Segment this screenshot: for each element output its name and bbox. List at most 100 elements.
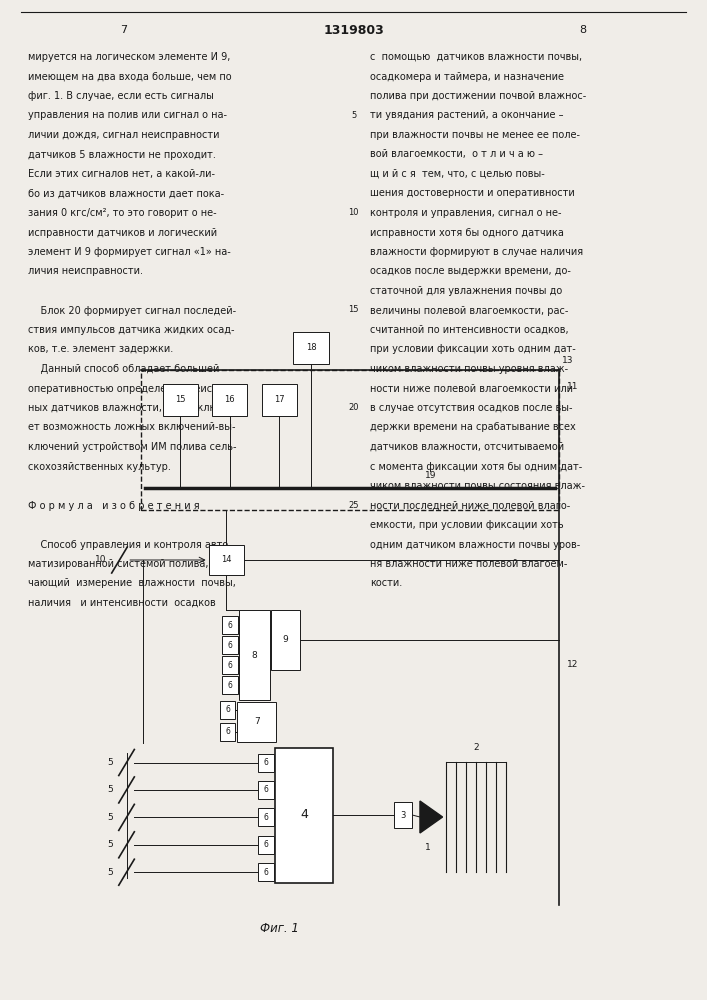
Text: матизированной системой полива, вклю-: матизированной системой полива, вклю- <box>28 559 241 569</box>
Text: 9: 9 <box>283 636 288 645</box>
Text: влажности формируют в случае наличия: влажности формируют в случае наличия <box>370 247 583 257</box>
Text: ключений устройством ИМ полива сель-: ключений устройством ИМ полива сель- <box>28 442 237 452</box>
Bar <box>275 748 333 882</box>
Text: 10: 10 <box>95 556 106 564</box>
Text: Данный способ обладает большей: Данный способ обладает большей <box>28 364 220 374</box>
Text: с  помощью  датчиков влажности почвы,: с помощью датчиков влажности почвы, <box>370 52 582 62</box>
Text: 6: 6 <box>264 868 268 877</box>
Text: 25: 25 <box>349 501 358 510</box>
Text: ствия импульсов датчика жидких осад-: ствия импульсов датчика жидких осад- <box>28 325 235 335</box>
Text: шения достоверности и оперативности: шения достоверности и оперативности <box>370 188 575 198</box>
Text: 2: 2 <box>473 743 479 752</box>
Text: 7: 7 <box>254 718 259 726</box>
Text: емкости, при условии фиксации хоть: емкости, при условии фиксации хоть <box>370 520 563 530</box>
Text: держки времени на срабатывание всех: держки времени на срабатывание всех <box>370 422 575 432</box>
Text: 20: 20 <box>349 403 358 412</box>
Text: величины полевой влагоемкости, рас-: величины полевой влагоемкости, рас- <box>370 306 568 316</box>
Text: управления на полив или сигнал о на-: управления на полив или сигнал о на- <box>28 110 227 120</box>
Bar <box>163 384 198 416</box>
Text: щ и й с я  тем, что, с целью повы-: щ и й с я тем, что, с целью повы- <box>370 169 544 179</box>
Bar <box>141 370 559 510</box>
Text: 1: 1 <box>425 843 431 852</box>
Text: фиг. 1. В случае, если есть сигналы: фиг. 1. В случае, если есть сигналы <box>28 91 214 101</box>
Text: 8: 8 <box>580 25 587 35</box>
Text: мируется на логическом элементе И 9,: мируется на логическом элементе И 9, <box>28 52 230 62</box>
Text: 6: 6 <box>228 681 232 690</box>
Text: вой влагоемкости,  о т л и ч а ю –: вой влагоемкости, о т л и ч а ю – <box>370 149 543 159</box>
Bar <box>209 545 244 575</box>
Text: осадкомера и таймера, и назначение: осадкомера и таймера, и назначение <box>370 72 563 82</box>
Bar <box>222 616 238 634</box>
Text: 11: 11 <box>567 382 578 391</box>
Bar <box>258 808 274 826</box>
Polygon shape <box>420 801 443 833</box>
Text: датчиков влажности, отсчитываемой: датчиков влажности, отсчитываемой <box>370 442 564 452</box>
Text: 5: 5 <box>107 840 113 849</box>
Text: личия неисправности.: личия неисправности. <box>28 266 144 276</box>
Text: в случае отсутствия осадков после вы-: в случае отсутствия осадков после вы- <box>370 403 572 413</box>
Text: ков, т.е. элемент задержки.: ков, т.е. элемент задержки. <box>28 344 173 355</box>
Text: 13: 13 <box>562 356 573 365</box>
Bar <box>222 636 238 654</box>
Bar <box>237 702 276 742</box>
Text: контроля и управления, сигнал о не-: контроля и управления, сигнал о не- <box>370 208 561 218</box>
Text: чиком влажности почвы состояния влаж-: чиком влажности почвы состояния влаж- <box>370 481 585 491</box>
Text: ности последней ниже полевой влаго-: ности последней ниже полевой влаго- <box>370 501 570 511</box>
Bar <box>262 384 297 416</box>
Text: 6: 6 <box>228 641 232 650</box>
Text: наличия   и интенсивности  осадков: наличия и интенсивности осадков <box>28 598 216 608</box>
Text: ти увядания растений, а окончание –: ти увядания растений, а окончание – <box>370 110 563 120</box>
Text: зания 0 кгс/см², то это говорит о не-: зания 0 кгс/см², то это говорит о не- <box>28 208 217 218</box>
Text: 12: 12 <box>567 660 578 669</box>
Text: 6: 6 <box>228 620 232 630</box>
Bar <box>258 754 274 772</box>
Bar <box>394 802 412 828</box>
Bar <box>212 384 247 416</box>
Text: 6: 6 <box>228 661 232 670</box>
Bar <box>271 610 300 670</box>
Text: 19: 19 <box>425 471 436 480</box>
Text: ности ниже полевой влагоемкости или: ности ниже полевой влагоемкости или <box>370 383 573 393</box>
Text: считанной по интенсивности осадков,: считанной по интенсивности осадков, <box>370 325 568 335</box>
Bar <box>220 723 235 741</box>
Bar <box>239 610 270 700</box>
Text: 6: 6 <box>264 840 268 849</box>
Bar <box>258 863 274 881</box>
Text: 10: 10 <box>349 208 358 217</box>
Text: осадков после выдержки времени, до-: осадков после выдержки времени, до- <box>370 266 571 276</box>
Text: 15: 15 <box>175 395 185 404</box>
Text: 5: 5 <box>107 785 113 794</box>
Text: 5: 5 <box>107 813 113 822</box>
Text: 5: 5 <box>351 110 356 119</box>
Bar <box>222 676 238 694</box>
Text: с момента фиксации хотя бы одним дат-: с момента фиксации хотя бы одним дат- <box>370 462 582 472</box>
Text: Блок 20 формирует сигнал последей-: Блок 20 формирует сигнал последей- <box>28 306 236 316</box>
Text: исправности датчиков и логический: исправности датчиков и логический <box>28 228 218 237</box>
Bar <box>258 781 274 799</box>
Bar <box>222 656 238 674</box>
Text: 4: 4 <box>300 808 308 822</box>
Text: 6: 6 <box>226 706 230 714</box>
Text: скохозяйственных культур.: скохозяйственных культур. <box>28 462 171 472</box>
Text: 6: 6 <box>264 758 268 767</box>
Text: датчиков 5 влажности не проходит.: датчиков 5 влажности не проходит. <box>28 149 216 159</box>
Text: 18: 18 <box>305 344 317 353</box>
Text: ет возможность ложных включений-вы-: ет возможность ложных включений-вы- <box>28 422 235 432</box>
Text: 16: 16 <box>224 395 235 404</box>
Text: элемент И 9 формирует сигнал «1» на-: элемент И 9 формирует сигнал «1» на- <box>28 247 231 257</box>
Text: 7: 7 <box>120 25 127 35</box>
Text: личии дождя, сигнал неисправности: личии дождя, сигнал неисправности <box>28 130 220 140</box>
Text: исправности хотя бы одного датчика: исправности хотя бы одного датчика <box>370 228 563 237</box>
Text: имеющем на два входа больше, чем по: имеющем на два входа больше, чем по <box>28 72 232 82</box>
Text: 6: 6 <box>264 813 268 822</box>
Text: чающий  измерение  влажности  почвы,: чающий измерение влажности почвы, <box>28 578 236 588</box>
Text: 5: 5 <box>107 758 113 767</box>
Text: 15: 15 <box>349 306 358 314</box>
Text: бо из датчиков влажности дает пока-: бо из датчиков влажности дает пока- <box>28 188 224 198</box>
Text: 14: 14 <box>221 556 231 564</box>
Text: 8: 8 <box>252 650 257 660</box>
Bar <box>220 701 235 719</box>
Text: 1319803: 1319803 <box>323 23 384 36</box>
Text: при условии фиксации хоть одним дат-: при условии фиксации хоть одним дат- <box>370 344 575 355</box>
Text: 6: 6 <box>226 728 230 736</box>
